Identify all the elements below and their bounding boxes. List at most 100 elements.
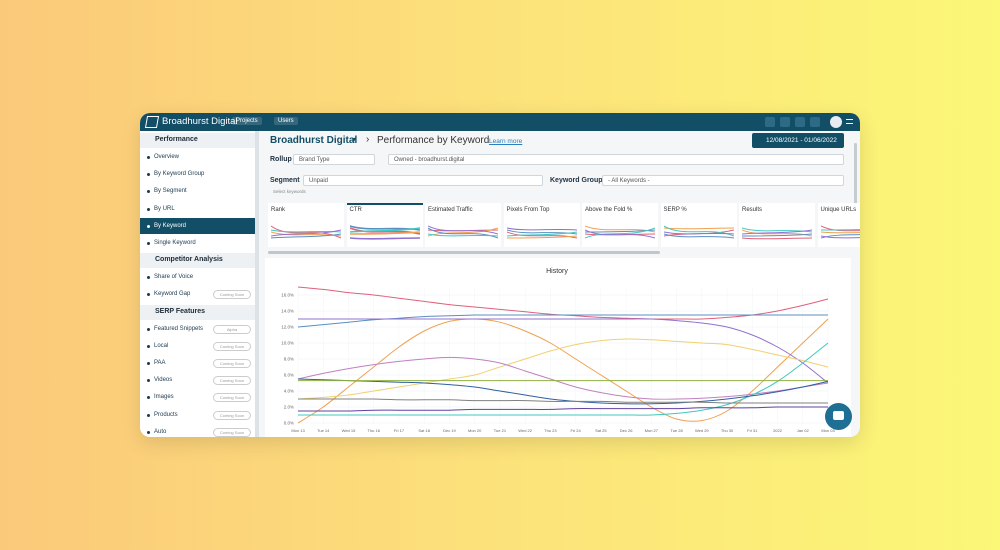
date-range-button[interactable] (752, 133, 844, 148)
metric-card[interactable] (660, 203, 737, 247)
segment-select[interactable]: Unpaid (303, 175, 543, 186)
metric-label: Rank (271, 207, 286, 213)
chat-icon (833, 411, 844, 420)
x-tick-label: Thu 30 (721, 428, 734, 433)
toolbar-icon[interactable] (780, 117, 790, 127)
badge: Alpha (213, 324, 251, 334)
bullet (147, 379, 150, 383)
bullet (147, 156, 150, 159)
sparkline-path (349, 227, 420, 233)
nav-item[interactable]: Videos (154, 377, 173, 384)
nav-item[interactable]: Local (154, 342, 169, 349)
bullet (147, 430, 150, 434)
history-chart: History 0.0% 2.0% 4.0% 6.0% 8.0% 10.0% 12.0% 14.… (281, 268, 835, 433)
nav-item[interactable]: Featured Snippets (154, 325, 204, 332)
badge: Coming Soon (213, 393, 251, 403)
x-tick-label: Dec 19 (443, 428, 456, 433)
brand: Broadhurst Digital (162, 116, 238, 127)
x-tick-label: Tue 28 (670, 428, 683, 433)
metric-label: Results (742, 207, 763, 213)
sparkline-path (820, 231, 860, 234)
series-line (297, 314, 828, 328)
x-tick-label: Fri 17 (394, 428, 405, 433)
x-tick-label: Tue 21 (494, 428, 507, 433)
metric-card[interactable] (346, 203, 423, 247)
metric-label: Unique URLs (820, 207, 857, 213)
badge: Coming Soon (213, 410, 251, 420)
bullet (147, 190, 150, 194)
sparkline-path (820, 235, 860, 239)
learn-more[interactable]: Learn more (489, 138, 523, 145)
nav-item[interactable]: By Keyword Group (154, 171, 205, 178)
segment-label: Segment (270, 177, 300, 184)
y-tick-label: 6.0% (284, 373, 294, 378)
nav-item[interactable]: PAA (154, 360, 166, 366)
bullet (147, 207, 150, 211)
toolbar-icon[interactable] (765, 117, 775, 127)
bullet (147, 396, 150, 400)
badge: Coming Soon (213, 427, 251, 437)
nav-item[interactable]: Share of Voice (154, 274, 194, 281)
nav-item[interactable]: Auto (154, 428, 167, 435)
section-header (140, 253, 255, 269)
series-line (297, 378, 829, 405)
sparkline-path (820, 225, 860, 232)
bullet (147, 362, 150, 365)
series-line (297, 318, 829, 424)
nav-item[interactable]: Overview (154, 154, 180, 160)
sparkline (585, 225, 655, 239)
nav-item[interactable]: Single Keyword (154, 240, 196, 246)
nav-item[interactable]: By URL (154, 205, 175, 212)
chart-title: History (546, 268, 568, 275)
x-tick-label: Jan 02 (797, 428, 810, 433)
metric-label: Above the Fold % (585, 207, 633, 213)
x-tick-label: Mon 20 (468, 428, 482, 433)
caret: ▾ (352, 135, 357, 144)
bullet (147, 276, 150, 280)
metric-card[interactable] (268, 203, 344, 247)
sparkline (742, 227, 812, 240)
rollup-select[interactable]: Brand Type (293, 154, 375, 165)
sparkline-path (506, 235, 577, 239)
nav-item[interactable]: Keyword Gap (154, 291, 191, 298)
menu-icon[interactable] (846, 119, 853, 124)
toolbar-icon[interactable] (795, 117, 805, 127)
nav-item[interactable]: Images (154, 394, 174, 401)
metric-card[interactable] (503, 203, 580, 247)
sidebar (140, 131, 255, 437)
avatar[interactable] (830, 116, 842, 128)
y-tick-label: 10.0% (281, 341, 294, 346)
nav-button[interactable]: Users (274, 117, 298, 125)
keyword-group-select[interactable]: - All Keywords - (602, 175, 844, 186)
nav-item[interactable]: By Segment (154, 188, 187, 195)
metric-label: SERP % (663, 207, 687, 213)
metric-card[interactable] (425, 203, 501, 247)
y-tick-label: 8.0% (284, 357, 294, 362)
x-tick-label: Mon 13 (291, 428, 305, 433)
section-title: Competitor Analysis (155, 256, 223, 264)
metric-card[interactable] (739, 203, 815, 247)
sparkline-path (820, 229, 860, 231)
nav-item[interactable]: By Keyword (154, 222, 187, 229)
sparkline-path (663, 227, 734, 230)
page-title: Performance by Keyword (377, 135, 490, 146)
sparkline-path (428, 225, 498, 235)
y-tick-label: 12.0% (281, 325, 294, 330)
x-tick-label: Wed 15 (342, 428, 356, 433)
nav-button[interactable]: Projects (232, 117, 262, 125)
owned-select[interactable]: Owned - broadhurst.digital (388, 154, 844, 165)
sparkline (428, 225, 498, 239)
sidebar-scrollbar (255, 131, 259, 437)
bullet (147, 344, 150, 348)
x-tick-label: Mon 27 (645, 428, 659, 433)
metric-card[interactable] (817, 203, 860, 247)
y-tick-label: 0.0% (284, 421, 294, 426)
toolbar-icon[interactable] (810, 117, 820, 127)
sparkline-path (506, 227, 577, 231)
badge: Coming Soon (213, 359, 251, 368)
sparkline-path (742, 233, 812, 237)
sparkline-path (506, 231, 577, 237)
metric-card[interactable] (582, 203, 658, 247)
nav-item[interactable]: Products (154, 411, 178, 418)
